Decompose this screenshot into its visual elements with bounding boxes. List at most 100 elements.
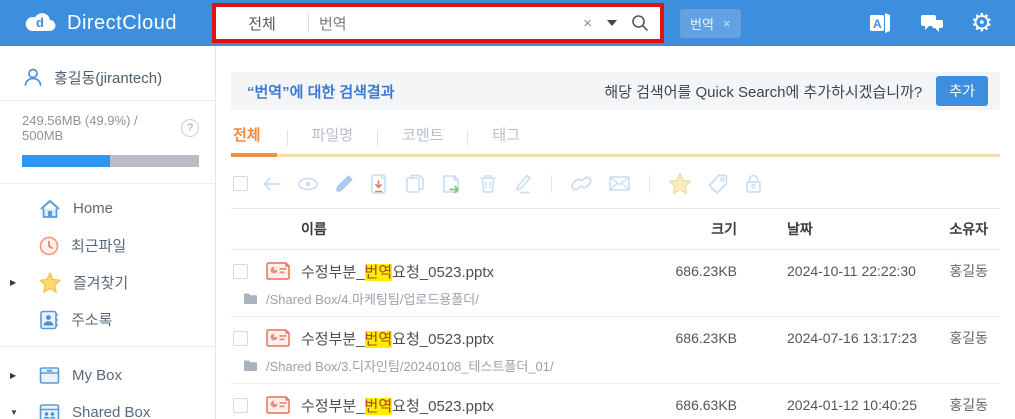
search-highlight: 번역 xyxy=(364,397,393,415)
column-header-owner[interactable]: 소유자 xyxy=(949,221,988,237)
file-size: 686.63KB xyxy=(675,397,738,413)
sidebar-item-my-box[interactable]: ▶ My Box xyxy=(0,357,215,394)
storage-progress-bar xyxy=(22,155,199,167)
file-date: 2024-07-16 13:17:23 xyxy=(787,330,917,346)
add-button[interactable]: 추가 xyxy=(936,76,988,106)
toolbar-divider xyxy=(649,174,650,193)
tag-icon[interactable] xyxy=(706,172,730,196)
quick-search-chip[interactable]: 번역 × xyxy=(680,8,741,38)
folder-icon xyxy=(244,360,257,371)
search-clear-icon[interactable]: × xyxy=(583,14,592,32)
search-result-label: “번역”에 대한 검색결과 xyxy=(247,83,395,101)
table-header: 이름 크기 날짜 소유자 xyxy=(231,208,1000,250)
search-highlight: 번역 xyxy=(364,330,393,348)
search-scope-dropdown[interactable]: 전체 xyxy=(248,15,276,33)
file-path[interactable]: /Shared Box/4.마케팅팀/업로드용폴더/ xyxy=(266,292,479,307)
search-divider xyxy=(308,13,309,33)
file-path[interactable]: /Shared Box/3.디자인팀/20240108_테스트폴더_01/ xyxy=(266,359,554,374)
sign-pen-icon[interactable] xyxy=(512,172,534,195)
sidebar-item-recent-files[interactable]: 최근파일 xyxy=(0,227,215,264)
move-out-icon[interactable] xyxy=(261,173,283,195)
move-doc-icon[interactable] xyxy=(440,172,464,195)
search-highlight: 번역 xyxy=(364,263,393,281)
row-checkbox[interactable] xyxy=(233,330,248,346)
divider xyxy=(0,346,215,347)
trash-icon[interactable] xyxy=(477,172,499,195)
select-all-checkbox[interactable] xyxy=(233,176,248,191)
mail-icon[interactable] xyxy=(607,173,632,194)
copy-icon[interactable] xyxy=(403,172,427,195)
tab-divider xyxy=(286,130,288,146)
file-toolbar xyxy=(231,157,1000,208)
sidebar-item-label: 최근파일 xyxy=(71,238,127,255)
search-icon[interactable] xyxy=(630,13,650,33)
chat-icon[interactable] xyxy=(919,12,945,35)
manual-icon[interactable]: A xyxy=(868,11,893,35)
file-name-pre: 수정부분_ xyxy=(301,263,365,281)
divider xyxy=(0,183,215,184)
svg-text:A: A xyxy=(873,17,882,31)
search-input[interactable] xyxy=(309,14,578,32)
user-name: 홍길동(jirantech) xyxy=(54,69,163,87)
chip-label: 번역 xyxy=(690,16,714,32)
ppt-file-icon xyxy=(266,396,290,414)
lock-icon[interactable] xyxy=(743,172,764,196)
row-checkbox[interactable] xyxy=(233,263,248,279)
cloud-logo-icon: d xyxy=(25,13,56,32)
user-profile[interactable]: 홍길동(jirantech) xyxy=(0,60,215,100)
expander-icon[interactable]: ▶ xyxy=(10,278,17,287)
sidebar-item-address-book[interactable]: 주소록 xyxy=(0,301,215,338)
chip-close-icon[interactable]: × xyxy=(722,15,731,31)
sidebar-item-favorites[interactable]: ▶ 즐겨찾기 xyxy=(0,264,215,301)
link-icon[interactable] xyxy=(569,172,594,195)
row-checkbox[interactable] xyxy=(233,397,248,413)
file-name-pre: 수정부분_ xyxy=(301,330,365,348)
expander-icon[interactable]: ▶ xyxy=(10,371,17,380)
convert-pdf-icon[interactable] xyxy=(368,172,390,196)
tab-all[interactable]: 전체 xyxy=(231,124,287,157)
search-options-caret-icon[interactable] xyxy=(607,20,617,26)
file-name-post: 요청_0523.pptx xyxy=(392,397,494,415)
sidebar-item-label: Shared Box xyxy=(72,404,151,419)
tab-tag[interactable]: 태그 xyxy=(492,127,521,144)
sidebar-item-home[interactable]: Home xyxy=(0,190,215,227)
favorite-star-icon[interactable] xyxy=(667,171,693,196)
storage-usage: 249.56MB (49.9%) / 500MB ? xyxy=(0,101,215,153)
file-path-line: /Shared Box/4.마케팅팀/업로드용폴더/ xyxy=(231,286,1000,311)
file-date: 2024-01-12 10:40:25 xyxy=(787,397,917,413)
file-name[interactable]: 수정부분_번역요청_0523.pptx xyxy=(295,328,640,349)
table-row: 수정부분_번역요청_0523.pptx 686.63KB 2024-01-12 … xyxy=(231,384,1000,419)
column-header-size[interactable]: 크기 xyxy=(711,221,737,237)
toolbar-divider xyxy=(551,174,552,193)
shared-box-icon xyxy=(39,404,60,419)
result-tabs: 전체 파일명 코멘트 태그 xyxy=(231,126,1000,157)
address-book-icon xyxy=(40,310,58,329)
file-owner: 홍길동 xyxy=(949,397,988,413)
preview-eye-icon[interactable] xyxy=(296,173,320,195)
file-name-post: 요청_0523.pptx xyxy=(392,330,494,348)
sidebar-item-shared-box[interactable]: ▼ Shared Box xyxy=(0,394,215,419)
column-header-name[interactable]: 이름 xyxy=(301,221,327,237)
star-icon xyxy=(39,272,61,293)
file-name-post: 요청_0523.pptx xyxy=(392,263,494,281)
expander-icon[interactable]: ▼ xyxy=(10,408,18,417)
logo-text: DirectCloud xyxy=(67,11,177,34)
file-date: 2024-10-11 22:22:30 xyxy=(787,263,916,279)
tab-divider xyxy=(467,130,469,146)
settings-gear-icon[interactable]: ⚙ xyxy=(970,8,993,37)
storage-help-icon[interactable]: ? xyxy=(181,119,199,137)
directcloud-logo[interactable]: d DirectCloud xyxy=(0,11,212,35)
divider xyxy=(0,100,215,101)
column-header-date[interactable]: 날짜 xyxy=(787,221,813,237)
ppt-file-icon xyxy=(266,329,290,347)
ppt-file-icon xyxy=(266,262,290,280)
file-owner: 홍길동 xyxy=(949,330,988,346)
file-name[interactable]: 수정부분_번역요청_0523.pptx xyxy=(295,395,640,416)
file-name[interactable]: 수정부분_번역요청_0523.pptx xyxy=(295,261,640,282)
file-path-line: /Shared Box/3.디자인팀/20240108_테스트폴더_01/ xyxy=(231,353,1000,378)
storage-progress-fill xyxy=(22,155,111,167)
tab-comment[interactable]: 코멘트 xyxy=(402,127,444,144)
search-box: 전체 × xyxy=(212,3,664,43)
tab-filename[interactable]: 파일명 xyxy=(311,127,354,144)
edit-pencil-icon[interactable] xyxy=(333,173,355,195)
